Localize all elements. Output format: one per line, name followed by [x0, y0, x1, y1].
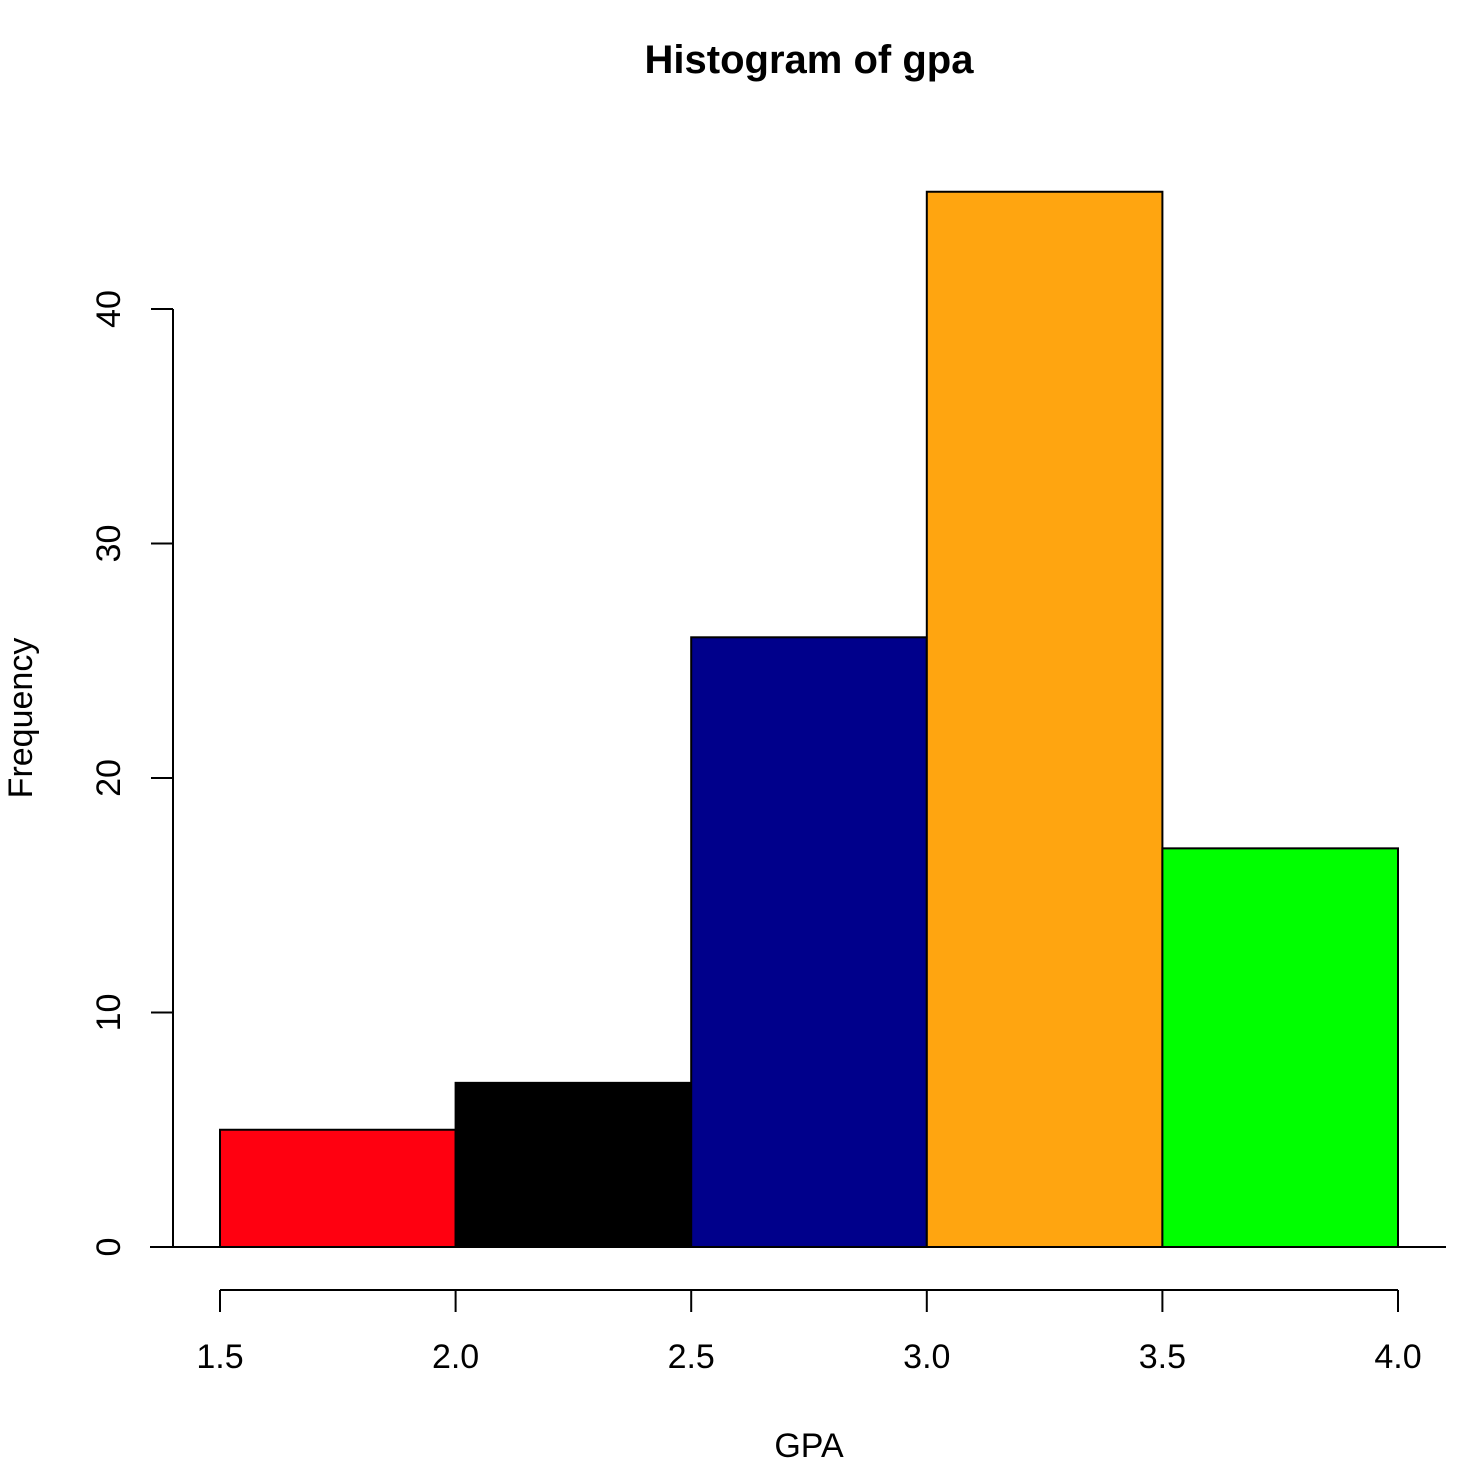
y-tick-label: 30	[90, 525, 128, 563]
x-tick-label: 4.0	[1374, 1338, 1421, 1376]
x-axis: 1.5 2.0 2.5 3.0 3.5 4.0	[196, 1289, 1422, 1376]
y-axis: 0 10 20 30 40	[90, 290, 174, 1257]
bar-bin-0	[219, 1128, 457, 1248]
x-tick-label: 2.0	[432, 1338, 479, 1376]
x-tick-label: 1.5	[196, 1338, 243, 1376]
x-axis-label: GPA	[774, 1427, 844, 1465]
x-tick-label: 2.5	[668, 1338, 715, 1376]
y-tick-label: 10	[90, 994, 128, 1032]
bar-bin-1	[454, 1081, 693, 1248]
bar-bin-4	[1161, 847, 1400, 1248]
y-tick-label: 0	[90, 1238, 128, 1257]
x-tick-label: 3.5	[1139, 1338, 1186, 1376]
y-tick-label: 20	[90, 759, 128, 797]
bar-bin-2	[690, 636, 928, 1248]
x-tick-label: 3.0	[903, 1338, 950, 1376]
bar-bin-3	[925, 190, 1164, 1248]
chart-title: Histogram of gpa	[645, 38, 975, 82]
y-tick-label: 40	[90, 290, 128, 328]
y-axis-label: Frequency	[2, 638, 40, 799]
bars-group	[219, 190, 1400, 1248]
